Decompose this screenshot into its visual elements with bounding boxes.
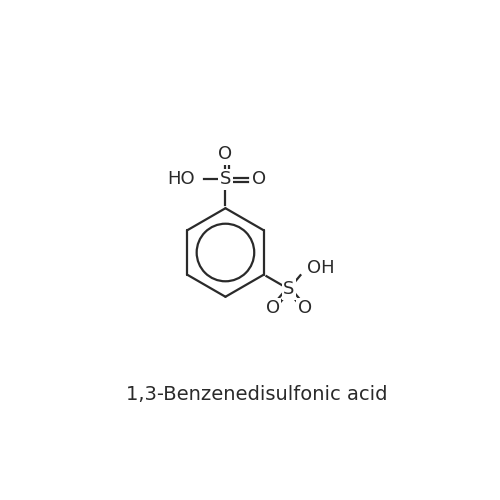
Text: HO: HO (167, 170, 194, 188)
Text: OH: OH (306, 259, 334, 277)
Text: O: O (218, 146, 232, 164)
Text: O: O (298, 299, 312, 317)
Text: O: O (252, 170, 266, 188)
Text: S: S (283, 280, 294, 298)
Text: 1,3-Benzenedisulfonic acid: 1,3-Benzenedisulfonic acid (126, 386, 387, 404)
Text: O: O (266, 299, 280, 317)
Text: S: S (220, 170, 231, 188)
